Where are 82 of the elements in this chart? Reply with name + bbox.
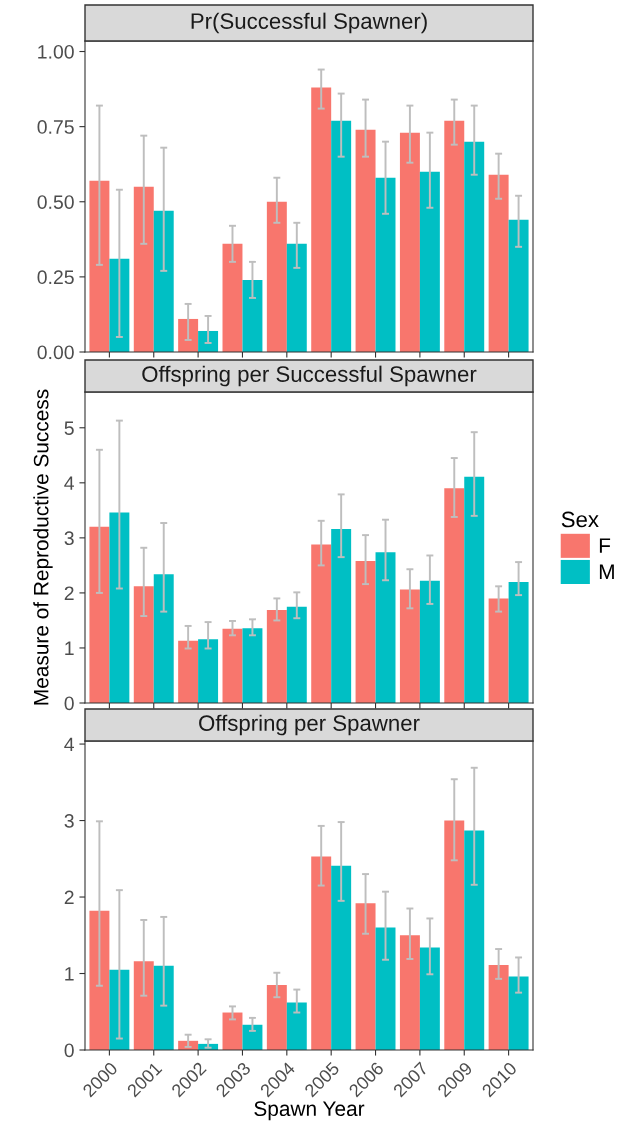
bar — [399, 935, 420, 1050]
bar — [311, 544, 332, 703]
bar — [266, 201, 287, 352]
bar — [286, 1002, 307, 1050]
bar — [331, 865, 352, 1050]
y-tick-label: 0.25 — [37, 270, 74, 285]
bar — [419, 580, 440, 703]
y-tick-label: 2 — [64, 586, 74, 600]
bar — [178, 640, 199, 703]
bar — [375, 927, 396, 1050]
bar — [89, 526, 110, 703]
y-tick-label: 4 — [64, 737, 75, 752]
bar — [153, 574, 174, 703]
legend-label: M — [599, 564, 614, 579]
bar — [242, 1024, 263, 1050]
bar — [355, 129, 376, 352]
y-tick-label: 3 — [64, 531, 74, 546]
bar — [399, 132, 420, 352]
bar — [286, 606, 307, 703]
y-tick-label: 0 — [64, 1043, 74, 1058]
y-tick-label: 5 — [64, 421, 74, 436]
y-tick-label: 1 — [65, 641, 74, 655]
bar — [266, 609, 287, 703]
bar — [266, 984, 287, 1050]
y-tick-label: 1.00 — [38, 44, 74, 59]
bar — [311, 856, 332, 1050]
bar — [133, 186, 154, 352]
chart-title: Pr(Successful Spawner) — [191, 12, 427, 34]
bar — [242, 279, 263, 352]
y-tick-label: 2 — [64, 890, 74, 905]
x-axis-title: Spawn Year — [254, 1101, 365, 1121]
y-tick-label: 0.00 — [37, 345, 74, 360]
bar — [153, 965, 174, 1050]
bar — [133, 961, 154, 1050]
bar — [178, 318, 199, 352]
bar — [89, 910, 110, 1050]
chart-title: Offspring per Successful Spawner — [142, 365, 477, 387]
y-tick-label: 4 — [64, 476, 75, 490]
bar — [464, 141, 485, 352]
bar — [488, 174, 509, 352]
bar — [508, 219, 529, 352]
bar — [444, 120, 465, 352]
y-tick-label: 0.50 — [37, 195, 74, 209]
bar — [198, 330, 219, 352]
bar — [109, 969, 130, 1050]
bar — [464, 830, 485, 1050]
bar — [355, 560, 376, 703]
bar — [153, 210, 174, 352]
bar — [89, 180, 110, 352]
bar — [222, 628, 243, 703]
bar — [375, 177, 396, 352]
y-tick-label: 3 — [64, 814, 74, 828]
bar — [133, 586, 154, 703]
bar — [419, 171, 440, 352]
bar — [419, 947, 440, 1050]
y-tick-label: 0 — [64, 696, 74, 711]
bar — [375, 552, 396, 703]
bar — [488, 598, 509, 703]
y-tick-label: 1 — [65, 967, 74, 981]
bar — [508, 976, 529, 1050]
chart-title: Offspring per Spawner — [199, 714, 420, 736]
bar — [488, 965, 509, 1050]
bar — [331, 529, 352, 703]
bar — [331, 120, 352, 352]
bar — [198, 639, 219, 703]
bar — [109, 512, 130, 703]
bar — [444, 820, 465, 1050]
bar — [222, 1012, 243, 1050]
bar — [464, 476, 485, 703]
bar — [311, 87, 332, 352]
y-tick-label: 0.75 — [37, 120, 74, 134]
bar — [508, 581, 529, 703]
bar — [444, 488, 465, 703]
legend-label: F — [599, 538, 611, 553]
bar — [242, 628, 263, 703]
bar — [222, 243, 243, 352]
bar — [286, 243, 307, 352]
bar — [109, 258, 130, 352]
y-axis-title: Measure of Reproductive Success — [33, 389, 53, 705]
bar — [399, 589, 420, 703]
legend-title: Sex — [561, 511, 599, 528]
bar — [355, 903, 376, 1050]
